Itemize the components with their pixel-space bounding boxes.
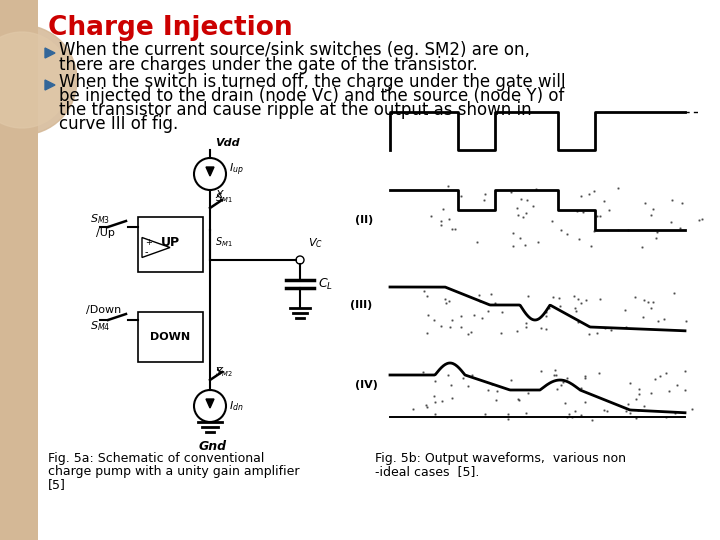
Text: Charge Injection: Charge Injection (48, 15, 292, 41)
Text: the transistor and cause ripple at the output as shown in: the transistor and cause ripple at the o… (59, 101, 531, 119)
Text: /Up: /Up (96, 228, 115, 238)
Text: Fig. 5a: Schematic of conventional: Fig. 5a: Schematic of conventional (48, 452, 264, 465)
Text: -ideal cases  [5].: -ideal cases [5]. (375, 465, 480, 478)
Text: When the current source/sink switches (eg. SM2) are on,: When the current source/sink switches (e… (59, 41, 530, 59)
Text: X: X (215, 190, 222, 200)
Circle shape (0, 32, 70, 128)
Text: $S_{M3}$: $S_{M3}$ (90, 212, 110, 226)
Text: $C_L$: $C_L$ (318, 276, 333, 292)
Text: curve III of fig.: curve III of fig. (59, 115, 179, 133)
Text: $V_C$: $V_C$ (308, 236, 323, 250)
Text: $I_{up}$: $I_{up}$ (229, 162, 244, 178)
Text: there are charges under the gate of the transistor.: there are charges under the gate of the … (59, 56, 477, 74)
Polygon shape (206, 399, 214, 408)
Text: $S_{M4}$: $S_{M4}$ (90, 319, 110, 333)
Text: When the switch is turned off, the charge under the gate will: When the switch is turned off, the charg… (59, 73, 565, 91)
Text: -: - (145, 247, 148, 258)
Text: $S_{M2}$: $S_{M2}$ (215, 365, 233, 379)
Circle shape (0, 25, 77, 135)
Text: $S_{M1}$: $S_{M1}$ (215, 235, 233, 249)
Text: (III): (III) (350, 300, 372, 310)
Polygon shape (206, 167, 214, 176)
Text: $S_{M1}$: $S_{M1}$ (215, 191, 233, 205)
Polygon shape (142, 238, 170, 258)
Text: Vdd: Vdd (215, 138, 240, 148)
Text: Fig. 5b: Output waveforms,  various non: Fig. 5b: Output waveforms, various non (375, 452, 626, 465)
Text: DOWN: DOWN (150, 332, 191, 342)
Polygon shape (45, 80, 55, 90)
Text: [5]: [5] (48, 478, 66, 491)
Text: Gnd: Gnd (199, 440, 227, 453)
Text: charge pump with a unity gain amplifier: charge pump with a unity gain amplifier (48, 465, 300, 478)
Text: be injected to the drain (node Vc) and the source (node Y) of: be injected to the drain (node Vc) and t… (59, 87, 564, 105)
Text: (IV): (IV) (355, 380, 378, 390)
Polygon shape (45, 48, 55, 58)
Text: UP: UP (161, 236, 180, 249)
Text: $I_{dn}$: $I_{dn}$ (229, 399, 243, 413)
Text: (II): (II) (355, 215, 373, 225)
Bar (138, 312, 203, 362)
Bar (0, 0, 38, 540)
Text: +: + (145, 238, 152, 247)
Text: /Down: /Down (86, 305, 121, 315)
Text: Y: Y (215, 367, 222, 377)
Bar (138, 217, 203, 272)
